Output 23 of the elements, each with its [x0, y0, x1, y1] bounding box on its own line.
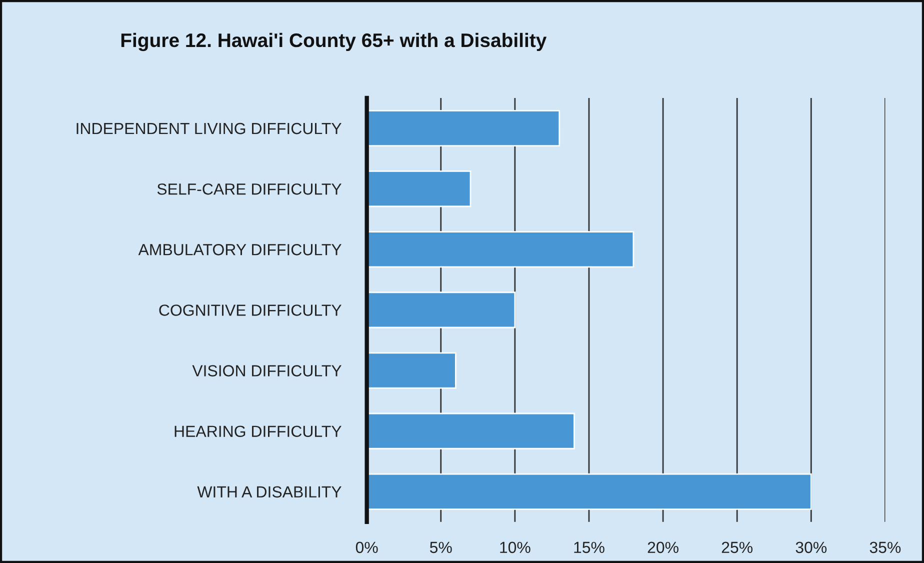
bar [366, 292, 516, 328]
x-tick-label: 35% [870, 542, 901, 554]
chart-title: Figure 12. Hawai'i County 65+ with a Disability [121, 32, 547, 52]
y-tick-label: VISION DIFFICULTY [192, 365, 342, 376]
x-tick-label: 15% [574, 542, 604, 554]
y-tick-label: HEARING DIFFICULTY [174, 426, 342, 437]
bar [366, 473, 812, 510]
y-tick-label: AMBULATORY DIFFICULTY [138, 244, 342, 256]
x-tick-label: 20% [648, 542, 678, 554]
bar [366, 412, 575, 450]
y-tick-label: INDEPENDENT LIVING DIFFICULTY [76, 122, 342, 134]
y-tick-label: WITH A DISABILITY [197, 486, 342, 498]
x-tick-label: 30% [796, 542, 827, 554]
y-tick-label: SELF-CARE DIFFICULTY [157, 183, 342, 195]
x-tick-label: 10% [500, 542, 530, 554]
y-tick-label: COGNITIVE DIFFICULTY [159, 304, 342, 316]
x-tick-label: 25% [722, 542, 753, 554]
x-tick-label: 5% [430, 542, 452, 554]
x-tick-label: 0% [356, 542, 378, 554]
bar [366, 231, 634, 268]
bar [366, 352, 456, 389]
bar [366, 170, 472, 208]
bar [366, 110, 560, 146]
